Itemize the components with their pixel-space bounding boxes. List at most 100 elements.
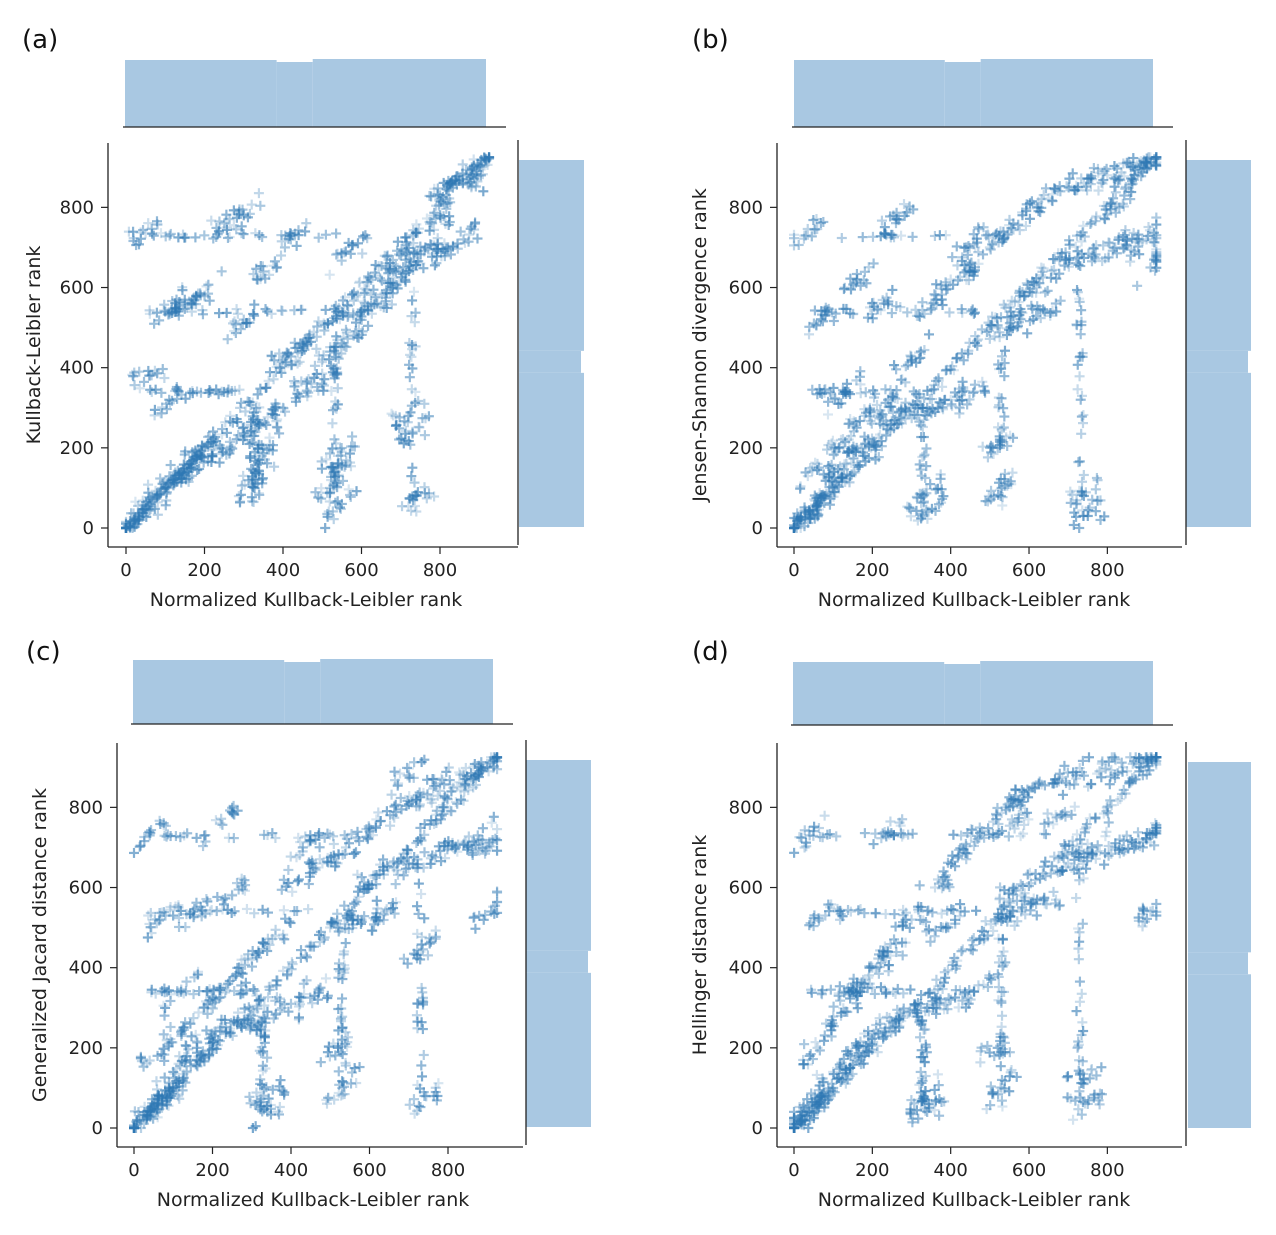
scatter-point: [917, 297, 928, 308]
scatter-point: [1036, 202, 1047, 213]
scatter-point: [808, 215, 819, 226]
scatter-point: [149, 318, 160, 329]
scatter-point: [795, 483, 806, 494]
scatter-point: [266, 408, 277, 419]
scatter-point: [347, 431, 358, 442]
scatter-point: [286, 359, 297, 370]
scatter-point: [408, 248, 419, 259]
scatter-point: [833, 481, 844, 492]
scatter-point: [156, 387, 167, 398]
histogram-bar: [794, 60, 945, 127]
scatter-point: [294, 391, 305, 402]
scatter-point: [232, 308, 243, 319]
scatter-point: [272, 422, 283, 433]
scatter-point: [855, 379, 866, 390]
scatter-point: [146, 370, 157, 381]
scatter-point: [151, 216, 162, 227]
scatter-point: [257, 261, 268, 272]
scatter-point: [851, 422, 862, 433]
scatter-point: [221, 224, 232, 235]
scatter-point: [966, 257, 977, 268]
scatter-point: [870, 454, 881, 465]
scatter-point: [159, 483, 170, 494]
scatter-point: [155, 483, 166, 494]
scatter-point: [468, 169, 479, 180]
scatter-point: [817, 490, 828, 501]
scatter-point: [195, 288, 206, 299]
scatter-point: [336, 348, 347, 359]
scatter-point: [144, 370, 155, 381]
x-tick-label: 200: [187, 560, 221, 581]
scatter-point: [859, 404, 870, 415]
scatter-point: [789, 233, 799, 244]
scatter-point: [238, 229, 249, 240]
scatter-point: [337, 310, 348, 321]
scatter-point: [381, 302, 392, 313]
scatter-point: [138, 225, 149, 236]
scatter-point: [324, 496, 335, 507]
scatter-point: [217, 429, 228, 440]
scatter-point: [261, 382, 272, 393]
scatter-point: [804, 321, 815, 332]
scatter-point: [168, 474, 179, 485]
scatter-point: [854, 371, 865, 382]
scatter-point: [913, 310, 924, 321]
scatter-point: [304, 332, 315, 343]
scatter-point: [328, 312, 339, 323]
scatter-point: [869, 301, 880, 312]
scatter-point: [426, 191, 437, 202]
scatter-point: [404, 254, 415, 265]
scatter-point: [409, 500, 420, 511]
scatter-point: [427, 218, 438, 229]
scatter-point: [199, 291, 210, 302]
scatter-point: [403, 501, 414, 512]
scatter-point: [469, 218, 480, 229]
scatter-point: [390, 266, 401, 277]
scatter-point: [431, 200, 442, 211]
scatter-point: [410, 397, 421, 408]
scatter-point: [332, 399, 343, 410]
scatter-point: [283, 348, 294, 359]
scatter-point: [167, 296, 178, 307]
scatter-point: [174, 297, 185, 308]
scatter-point: [203, 279, 214, 290]
scatter-point: [312, 321, 323, 332]
scatter-point: [144, 498, 155, 509]
scatter-point: [379, 250, 390, 261]
scatter-point: [366, 308, 377, 319]
scatter-point: [447, 182, 458, 193]
scatter-point: [214, 308, 225, 319]
scatter-point: [124, 516, 135, 527]
scatter-point: [247, 397, 258, 408]
scatter-point: [396, 244, 407, 255]
scatter-point: [325, 486, 336, 497]
scatter-point: [812, 464, 823, 475]
scatter-point: [337, 295, 348, 306]
scatter-point: [919, 345, 930, 356]
scatter-point: [316, 463, 327, 474]
scatter-point: [452, 243, 463, 254]
scatter-point: [1040, 183, 1051, 194]
scatter-point: [205, 386, 216, 397]
scatter-point: [817, 316, 828, 327]
scatter-point: [344, 448, 355, 459]
scatter-point: [865, 406, 876, 417]
scatter-point: [296, 376, 307, 387]
scatter-point: [151, 307, 162, 318]
scatter-point: [336, 338, 347, 349]
scatter-point: [424, 225, 435, 236]
scatter-point: [1097, 169, 1108, 180]
scatter-point: [473, 162, 484, 173]
scatter-point: [831, 480, 842, 491]
scatter-point: [407, 462, 418, 473]
scatter-point: [915, 352, 926, 363]
scatter-point: [897, 374, 908, 385]
scatter-point: [844, 418, 855, 429]
scatter-point: [301, 385, 312, 396]
scatter-point: [144, 370, 155, 381]
scatter-point: [152, 368, 163, 379]
scatter-point: [248, 465, 259, 476]
scatter-point: [432, 189, 443, 200]
scatter-point: [411, 506, 422, 517]
